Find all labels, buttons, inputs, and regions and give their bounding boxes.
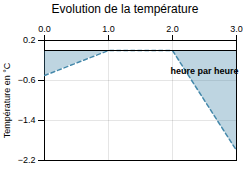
svg-text:−2.2: −2.2 xyxy=(18,155,36,165)
svg-text:−0.6: −0.6 xyxy=(18,75,36,85)
svg-text:heure par heure: heure par heure xyxy=(170,66,238,76)
svg-text:0.0: 0.0 xyxy=(38,24,51,34)
svg-text:2.0: 2.0 xyxy=(166,24,179,34)
svg-text:−1.4: −1.4 xyxy=(18,115,36,125)
svg-text:0.2: 0.2 xyxy=(23,35,36,45)
html-text:Evolution de la température: Evolution de la température xyxy=(51,2,199,16)
svg-text:3.0: 3.0 xyxy=(230,24,243,34)
svg-text:1.0: 1.0 xyxy=(102,24,115,34)
svg-text:Température en °C: Température en °C xyxy=(2,62,12,138)
